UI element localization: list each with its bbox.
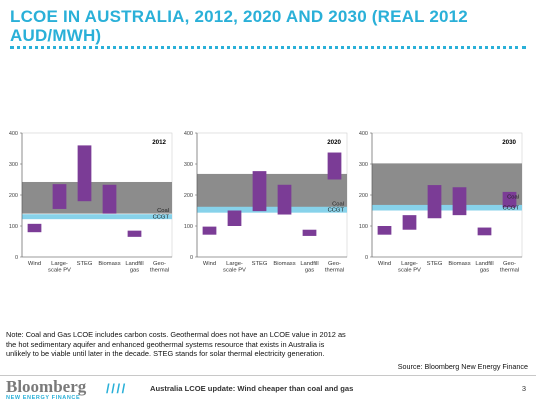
range-bar [102,184,117,214]
band-label-ccgt: CCGT [503,206,520,212]
panel-title: 2030 [502,139,516,146]
chart-2012: 0 100 200 300 400 Wind Large-scale PV STEG Bioma… [9,131,173,274]
y-tick-label: 100 [359,224,368,230]
x-category-label: Wind [378,261,391,267]
panel-title: 2020 [327,139,341,146]
band-label-ccgt: CCGT [153,215,170,221]
y-tick-label: 0 [365,255,368,261]
slash-decoration: / / / / [106,381,125,396]
range-bar [327,152,342,180]
y-tick-label: 400 [9,131,18,137]
bloomberg-logo: Bloomberg NEW ENERGY FINANCE [6,378,86,402]
range-bar [302,229,317,236]
band-label-coal: Coal [507,195,519,201]
band-ccgt [197,206,347,213]
band-coal [197,173,347,209]
panel-title: 2012 [152,139,166,146]
page-number: 3 [521,384,526,393]
x-category-label: Biomass [98,261,120,267]
slide-title: LCOE IN AUSTRALIA, 2012, 2020 AND 2030 (… [10,7,468,45]
range-bar [502,191,517,208]
x-category-label: Wind [203,261,216,267]
logo-wordmark: Bloomberg [6,377,87,396]
y-tick-label: 400 [184,131,193,137]
source-note: Source: Bloomberg New Energy Finance [397,362,528,371]
x-category-label: STEG [77,261,93,267]
range-bar [377,226,392,235]
y-tick-label: 200 [184,193,193,199]
band-label-coal: Coal [157,208,169,214]
y-tick-label: 0 [190,255,193,261]
y-tick-label: 300 [9,162,18,168]
y-tick-label: 200 [9,193,18,199]
range-bar [202,226,217,235]
chart-2030: 0 100 200 300 400 Wind Large-scale PV STEG Bioma… [359,131,523,274]
y-tick-label: 300 [359,162,368,168]
x-category-label: STEG [252,261,268,267]
y-tick-label: 300 [184,162,193,168]
x-category-label: STEG [427,261,443,267]
footer-divider [0,375,536,376]
band-ccgt [22,214,172,220]
y-tick-label: 400 [359,131,368,137]
range-bar [452,187,467,216]
band-coal [22,181,172,214]
x-category-label: Geo-thermal [325,261,344,274]
footnote: Note: Coal and Gas LCOE includes carbon … [6,330,346,359]
range-bar [27,223,42,233]
x-category-label: Geo-thermal [500,261,519,274]
y-tick-label: 200 [359,193,368,199]
title-divider [10,46,526,49]
band-coal [372,163,522,206]
x-category-label: Large-scale PV [223,261,246,274]
x-category-label: Large-scale PV [48,261,71,274]
x-category-label: Landfill gas [475,261,493,274]
chart-2020: 0 100 200 300 400 Wind Large-scale PV STEG Bioma… [184,131,348,274]
x-category-label: Landfill gas [300,261,318,274]
range-bar [52,184,67,209]
x-category-label: Large-scale PV [398,261,421,274]
band-label-coal: Coal [332,201,344,207]
range-bar [227,210,242,226]
x-category-label: Landfill gas [125,261,143,274]
x-category-label: Geo-thermal [150,261,169,274]
y-tick-label: 100 [184,224,193,230]
range-bar [277,184,292,215]
x-category-label: Biomass [448,261,470,267]
x-category-label: Biomass [273,261,295,267]
range-bar [252,171,267,212]
range-bar [127,230,142,237]
footer-caption: Australia LCOE update: Wind cheaper than… [150,384,354,393]
range-bar [402,215,417,230]
y-tick-label: 0 [15,255,18,261]
logo-subtitle: NEW ENERGY FINANCE [6,395,81,401]
x-category-label: Wind [28,261,41,267]
band-ccgt [372,204,522,211]
band-label-ccgt: CCGT [328,208,345,214]
range-bar [477,227,492,236]
y-tick-label: 100 [9,224,18,230]
range-bar [77,145,92,202]
range-bar [427,185,442,219]
